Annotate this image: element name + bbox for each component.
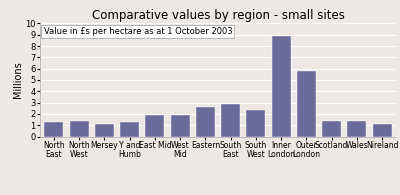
Bar [322, 121, 341, 136]
Bar [171, 115, 190, 136]
Y-axis label: Millions: Millions [12, 62, 22, 98]
Bar [44, 122, 63, 136]
Bar [373, 124, 392, 136]
Title: Comparative values by region - small sites: Comparative values by region - small sit… [92, 9, 344, 22]
Bar [246, 111, 265, 136]
Text: Value in £s per hectare as at 1 October 2003: Value in £s per hectare as at 1 October … [44, 27, 232, 36]
Bar [221, 104, 240, 136]
Bar [120, 122, 139, 136]
Bar [272, 36, 290, 136]
Bar [95, 124, 114, 136]
Bar [347, 121, 366, 136]
Bar [70, 121, 89, 136]
Bar [297, 72, 316, 136]
Bar [196, 107, 215, 136]
Bar [146, 115, 164, 136]
